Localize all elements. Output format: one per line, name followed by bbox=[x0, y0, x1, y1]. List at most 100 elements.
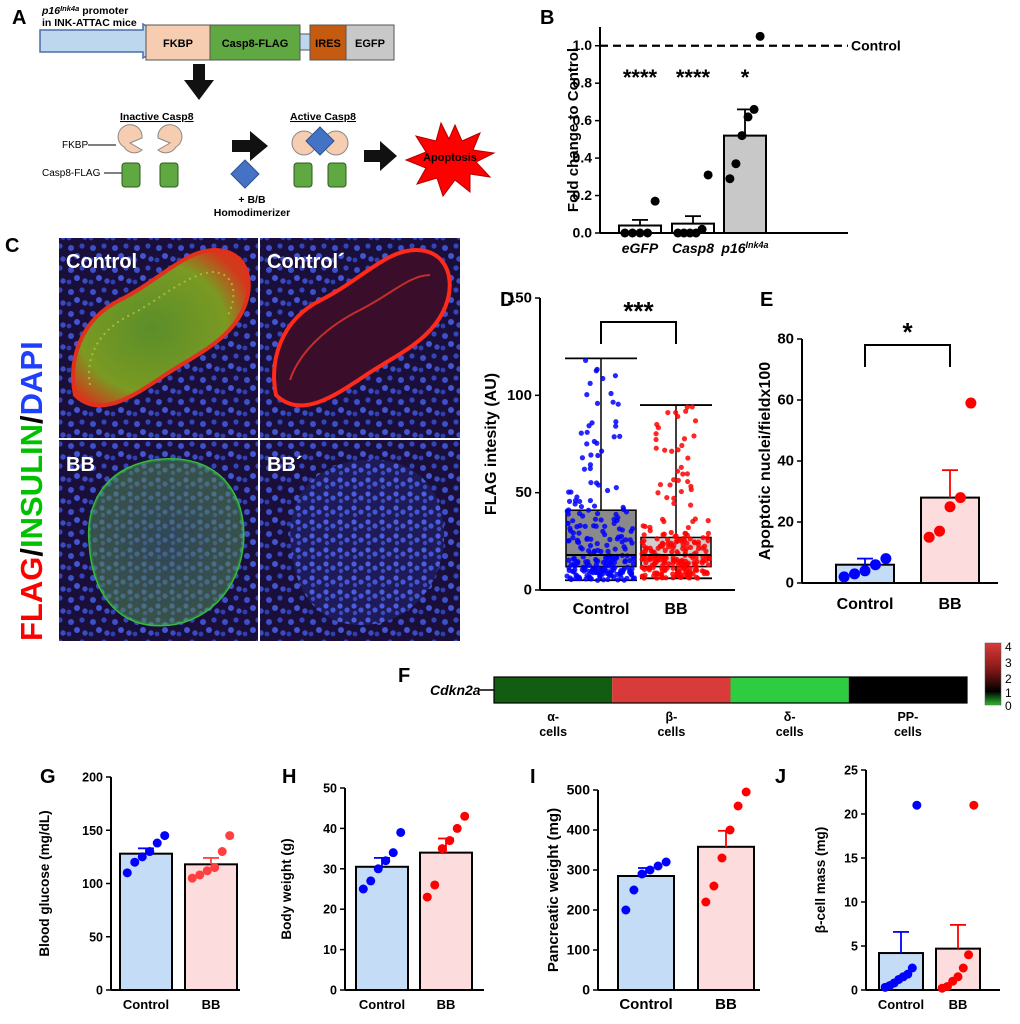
data-point-D bbox=[678, 488, 684, 495]
data-point-D bbox=[578, 503, 585, 510]
data-point-D bbox=[587, 465, 593, 472]
y-tick-label-J: 15 bbox=[844, 852, 858, 866]
y-tick-label-D: 0 bbox=[524, 582, 532, 599]
data-point-I bbox=[701, 897, 711, 907]
data-point-E bbox=[849, 568, 861, 580]
box-egfp bbox=[345, 24, 395, 61]
data-point-D bbox=[570, 556, 576, 562]
data-point-D bbox=[564, 508, 570, 514]
x-tick-label-E: BB bbox=[938, 596, 961, 613]
promoter-label-line2: in INK-ATTAC mice bbox=[42, 17, 137, 29]
data-point-D bbox=[619, 527, 626, 533]
heatmap-cell-0 bbox=[494, 677, 613, 703]
apoptosis-arrow bbox=[364, 141, 397, 171]
data-point-D bbox=[623, 537, 629, 543]
data-point-D bbox=[670, 557, 676, 563]
data-point-D bbox=[691, 539, 697, 545]
colorbar-tick: 4 bbox=[1005, 640, 1012, 654]
data-point-B bbox=[749, 104, 759, 114]
data-point-D bbox=[582, 523, 588, 529]
data-point-D bbox=[608, 570, 614, 576]
heatmap-col-label-3: cells bbox=[894, 725, 922, 739]
panel-letter-a: A bbox=[12, 7, 26, 29]
y-tick-label-G: 100 bbox=[82, 877, 103, 891]
data-point-I bbox=[645, 865, 655, 875]
data-point-D bbox=[600, 577, 607, 583]
promoter-label: p16Ink4a promoter bbox=[41, 4, 128, 17]
data-point-D bbox=[693, 574, 700, 580]
x-tick-label-J: BB bbox=[949, 997, 968, 1012]
tile-label-bb: BB bbox=[66, 454, 95, 476]
islet-control-prime-texture bbox=[289, 274, 431, 381]
x-tick-label-J: Control bbox=[878, 997, 924, 1012]
data-point-D bbox=[580, 564, 586, 570]
data-point-D bbox=[566, 565, 572, 571]
data-point-D bbox=[675, 413, 681, 420]
islet-bb-prime bbox=[290, 459, 445, 625]
data-point-D bbox=[595, 452, 601, 459]
data-point-B bbox=[620, 228, 630, 238]
data-point-D bbox=[674, 569, 681, 576]
y-axis-label-H: Body weight (g) bbox=[279, 838, 294, 939]
data-point-J bbox=[903, 969, 913, 979]
data-point-H bbox=[358, 884, 368, 894]
y-tick-label-B: 0.6 bbox=[573, 112, 593, 128]
data-point-G bbox=[210, 863, 220, 873]
data-point-D bbox=[684, 540, 690, 546]
x-tick-label-D: BB bbox=[664, 601, 687, 618]
y-tick-label-H: 0 bbox=[330, 984, 337, 998]
data-point-I bbox=[637, 869, 647, 879]
data-point-I bbox=[733, 801, 743, 811]
data-point-D bbox=[675, 477, 681, 483]
data-point-D bbox=[639, 556, 645, 562]
y-tick-label-I: 400 bbox=[567, 822, 591, 838]
data-point-D bbox=[640, 565, 646, 571]
data-point-D bbox=[604, 487, 611, 494]
data-point-D bbox=[618, 533, 625, 540]
data-point-D bbox=[612, 373, 619, 379]
data-point-H bbox=[430, 880, 440, 890]
significance-D: *** bbox=[623, 296, 654, 326]
colorbar-tick: 1 bbox=[1005, 686, 1012, 700]
data-point-D bbox=[673, 409, 679, 416]
data-point-D bbox=[615, 401, 621, 407]
data-point-H bbox=[452, 823, 462, 833]
box-casp8-label: Casp8-FLAG bbox=[222, 38, 289, 50]
data-point-H bbox=[422, 892, 432, 902]
data-point-D bbox=[654, 575, 660, 581]
data-point-H bbox=[445, 836, 455, 846]
data-point-D bbox=[654, 421, 660, 428]
data-point-J bbox=[912, 800, 922, 810]
data-point-D bbox=[617, 433, 623, 439]
data-point-D bbox=[568, 576, 574, 583]
data-point-D bbox=[630, 561, 637, 567]
y-tick-label-H: 20 bbox=[323, 903, 337, 917]
data-point-D bbox=[572, 567, 578, 573]
down-arrow bbox=[184, 64, 214, 100]
data-point-E bbox=[954, 492, 966, 504]
bar-H-1 bbox=[419, 851, 473, 992]
dimerizer-diamond bbox=[230, 159, 260, 189]
data-point-D bbox=[668, 529, 674, 536]
y-tick-label-E: 80 bbox=[777, 331, 794, 348]
islet-control-texture bbox=[88, 270, 235, 386]
y-axis-label-E: Apoptotic nuclei/fieldx100 bbox=[757, 362, 774, 560]
data-point-D bbox=[681, 436, 688, 442]
dimerizer-label-line2: Homodimerizer bbox=[214, 207, 290, 219]
data-point-D bbox=[685, 455, 691, 461]
box-ires-label: IRES bbox=[315, 38, 341, 50]
colorbar-tick: 0 bbox=[1005, 699, 1012, 713]
y-tick-label-H: 50 bbox=[323, 782, 337, 796]
stain-label: FLAG/INSULIN/DAPI bbox=[14, 341, 49, 641]
data-point-B bbox=[755, 31, 765, 41]
data-point-E bbox=[838, 571, 850, 583]
data-point-D bbox=[647, 524, 653, 530]
y-axis-label-B: Fold change to Control bbox=[565, 48, 582, 212]
y-tick-label-I: 100 bbox=[567, 942, 591, 958]
data-point-D bbox=[674, 537, 680, 543]
heatmap-row-label: Cdkn2a bbox=[430, 682, 481, 698]
data-point-D bbox=[685, 478, 691, 485]
heatmap-cell-3 bbox=[848, 677, 967, 703]
data-point-D bbox=[671, 500, 677, 506]
data-point-D bbox=[670, 575, 676, 581]
